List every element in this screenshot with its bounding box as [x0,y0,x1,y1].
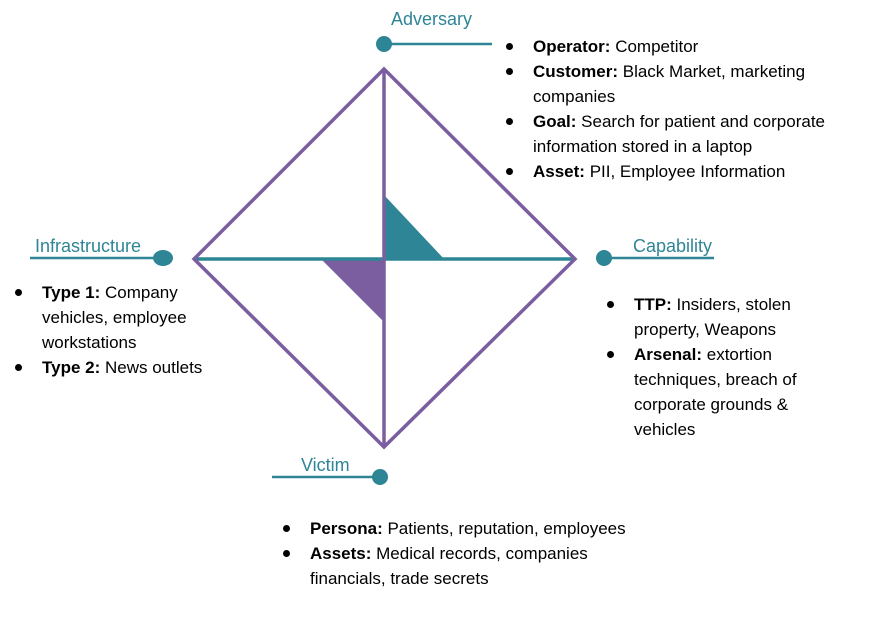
victim-label: Victim [301,455,350,475]
capability-node [596,250,612,266]
adversary-node [376,36,392,52]
diamond-outline [191,66,578,450]
list-item: Asset: PII, Employee Information [503,159,873,184]
list-item: TTP: Insiders, stolen property, Weapons [604,292,804,342]
list-item: Type 2: News outlets [12,355,212,380]
infrastructure-list: Type 1: Company vehicles, employee works… [12,280,212,380]
victim-node [372,469,388,485]
list-item: Goal: Search for patient and corporate i… [503,109,873,159]
list-item: Persona: Patients, reputation, employees [280,516,630,541]
list-item: Assets: Medical records, companies finan… [280,541,630,591]
list-item: Type 1: Company vehicles, employee works… [12,280,212,355]
list-item: Arsenal: extortion techniques, breach of… [604,342,804,442]
list-item: Customer: Black Market, marketing compan… [503,59,873,109]
teal-triangle [384,195,445,260]
capability-label: Capability [633,236,713,256]
victim-list: Persona: Patients, reputation, employees… [280,516,630,591]
infrastructure-node [153,250,173,266]
adversary-list: Operator: Competitor Customer: Black Mar… [503,34,873,184]
infrastructure-label: Infrastructure [35,236,142,256]
purple-triangle [322,260,384,322]
adversary-label: Adversary [391,9,473,29]
list-item: Operator: Competitor [503,34,873,59]
capability-list: TTP: Insiders, stolen property, Weapons … [604,292,804,442]
